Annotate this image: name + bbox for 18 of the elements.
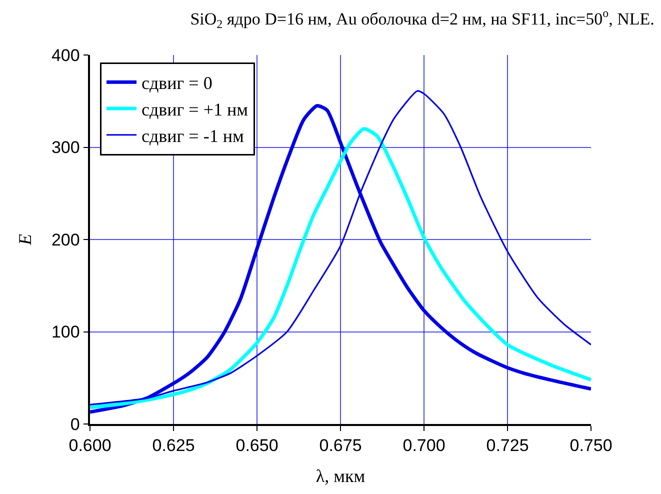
y-tick-label: 200 [51, 230, 80, 250]
chart-title: SiO$_{2}$ ядро D=16 нм, Au оболочка d=2 нм, на SF11, inc=50$^{o}$, NLE. [190, 6, 654, 31]
x-tick-label: 0.650 [236, 436, 278, 456]
x-tick-label: 0.600 [68, 436, 112, 456]
x-tick-label: 0.700 [402, 436, 446, 456]
x-tick-label: 0.750 [570, 436, 612, 456]
legend-label: сдвиг = -1 нм [142, 126, 244, 146]
y-tick-label: 300 [51, 138, 80, 158]
x-tick-label: 0.725 [486, 436, 529, 456]
x-tick-label: 0.625 [152, 436, 195, 456]
y-tick-label: 100 [51, 322, 80, 342]
x-axis-title: λ, мкм [316, 466, 366, 486]
legend-label: сдвиг = 0 [142, 73, 212, 94]
legend-label: сдвиг = +1 нм [142, 100, 248, 120]
x-tick-label: 0.675 [319, 436, 362, 456]
y-tick-label: 400 [51, 46, 80, 65]
y-tick-label: 0 [70, 414, 80, 434]
y-axis-title: E [15, 234, 36, 246]
